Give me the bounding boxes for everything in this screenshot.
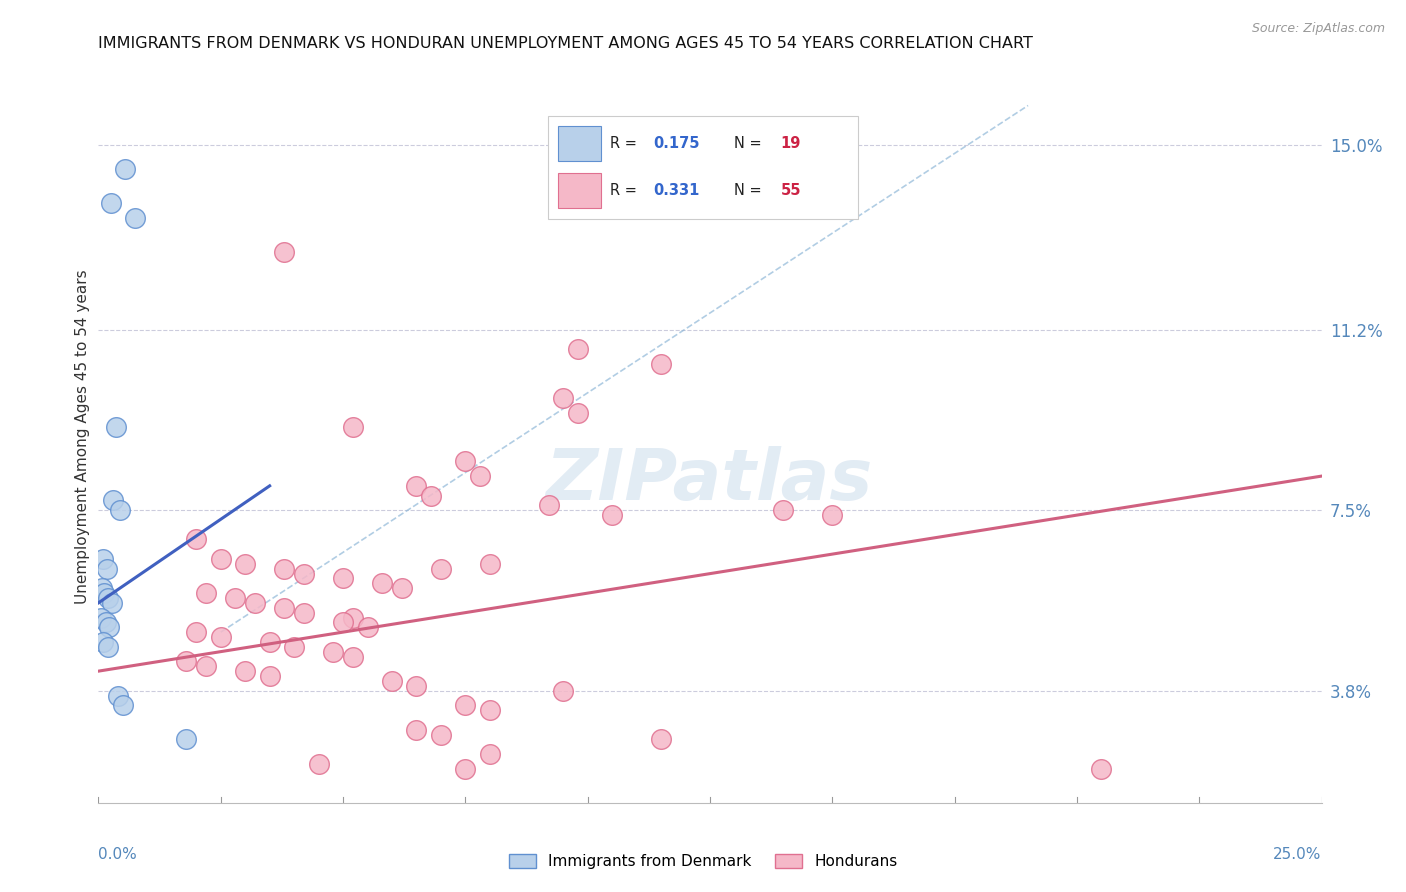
Point xyxy=(371,576,394,591)
Point xyxy=(537,499,560,513)
Point xyxy=(391,581,413,595)
Text: 0.0%: 0.0% xyxy=(98,847,138,862)
Point xyxy=(94,615,117,630)
Point xyxy=(454,762,477,776)
Point xyxy=(553,683,575,698)
Text: 19: 19 xyxy=(780,136,800,151)
FancyBboxPatch shape xyxy=(558,127,600,161)
Point xyxy=(322,645,344,659)
Point xyxy=(342,610,364,624)
Point xyxy=(209,552,232,566)
Point xyxy=(176,732,198,747)
Point xyxy=(224,591,246,605)
Point xyxy=(96,562,118,576)
Point xyxy=(100,196,122,211)
Text: Source: ZipAtlas.com: Source: ZipAtlas.com xyxy=(1251,22,1385,36)
Point xyxy=(420,489,443,503)
Point xyxy=(292,566,315,581)
Point xyxy=(110,503,132,517)
Point xyxy=(430,727,453,741)
Point xyxy=(233,557,256,571)
Point xyxy=(243,596,266,610)
Point xyxy=(97,640,120,654)
Legend: Immigrants from Denmark, Hondurans: Immigrants from Denmark, Hondurans xyxy=(502,848,904,875)
Point xyxy=(405,479,427,493)
Point xyxy=(195,586,218,600)
Point xyxy=(332,615,354,630)
Point xyxy=(1090,762,1112,776)
Point xyxy=(332,572,354,586)
Point xyxy=(553,391,575,405)
Point xyxy=(111,698,134,713)
Text: 55: 55 xyxy=(780,184,801,198)
Point xyxy=(273,600,295,615)
Text: R =: R = xyxy=(610,184,637,198)
Point xyxy=(101,596,124,610)
Point xyxy=(91,635,114,649)
Text: ZIPatlas: ZIPatlas xyxy=(547,447,873,516)
Point xyxy=(209,630,232,644)
Text: N =: N = xyxy=(734,184,762,198)
Text: 0.331: 0.331 xyxy=(654,184,700,198)
Point xyxy=(91,581,114,595)
Point xyxy=(186,533,208,547)
Text: 25.0%: 25.0% xyxy=(1274,847,1322,862)
Point xyxy=(114,161,136,176)
Point xyxy=(186,625,208,640)
Point xyxy=(821,508,844,522)
Text: R =: R = xyxy=(610,136,637,151)
Point xyxy=(567,343,589,357)
Text: IMMIGRANTS FROM DENMARK VS HONDURAN UNEMPLOYMENT AMONG AGES 45 TO 54 YEARS CORRE: IMMIGRANTS FROM DENMARK VS HONDURAN UNEM… xyxy=(98,36,1033,51)
Point xyxy=(342,649,364,664)
Point xyxy=(91,552,114,566)
Point xyxy=(195,659,218,673)
Point xyxy=(292,606,315,620)
Point xyxy=(650,732,672,747)
Text: N =: N = xyxy=(734,136,762,151)
Point xyxy=(259,635,281,649)
Point xyxy=(233,664,256,678)
FancyBboxPatch shape xyxy=(548,116,858,219)
Point xyxy=(468,469,491,483)
Point xyxy=(101,493,124,508)
FancyBboxPatch shape xyxy=(558,173,600,208)
Point xyxy=(381,673,404,688)
Point xyxy=(90,610,112,624)
Point xyxy=(356,620,378,634)
Point xyxy=(283,640,305,654)
Point xyxy=(308,756,330,771)
Point xyxy=(107,689,129,703)
Point xyxy=(176,654,198,668)
Point xyxy=(567,406,589,420)
Point xyxy=(430,562,453,576)
Point xyxy=(478,747,501,761)
Point xyxy=(342,420,364,434)
Point xyxy=(273,244,295,259)
Point xyxy=(405,679,427,693)
Point xyxy=(259,669,281,683)
Point xyxy=(124,211,146,225)
Point xyxy=(405,723,427,737)
Text: 0.175: 0.175 xyxy=(654,136,700,151)
Y-axis label: Unemployment Among Ages 45 to 54 years: Unemployment Among Ages 45 to 54 years xyxy=(75,269,90,605)
Point xyxy=(93,586,115,600)
Point xyxy=(273,562,295,576)
Point xyxy=(454,454,477,468)
Point xyxy=(478,557,501,571)
Point xyxy=(98,620,121,634)
Point xyxy=(454,698,477,713)
Point xyxy=(600,508,623,522)
Point xyxy=(478,703,501,717)
Point xyxy=(650,357,672,371)
Point xyxy=(104,420,127,434)
Point xyxy=(772,503,794,517)
Point xyxy=(97,591,120,605)
